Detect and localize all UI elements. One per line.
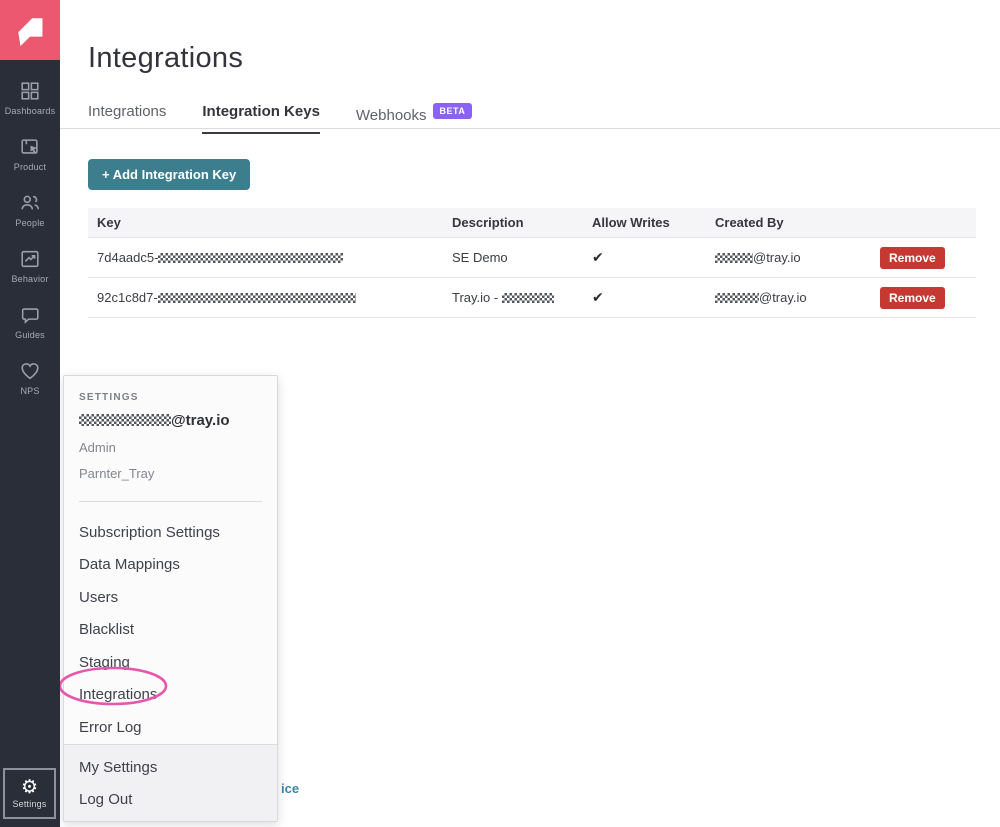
redacted-key <box>157 293 356 303</box>
tab-webhooks-label: Webhooks <box>355 107 427 124</box>
sidebar: Dashboards Product People <box>0 0 60 827</box>
account-role: Admin <box>79 440 116 455</box>
created-by-cell: @tray.io <box>715 290 880 305</box>
sidebar-item-nps[interactable]: NPS <box>0 350 60 406</box>
subscription-name: Parnter_Tray <box>79 466 155 481</box>
menu-item-log-out[interactable]: Log Out <box>79 791 133 809</box>
allow-writes-cell: ✔ <box>592 250 715 266</box>
settings-menu-list: Subscription Settings Data Mappings User… <box>64 516 277 744</box>
menu-item-integrations[interactable]: Integrations <box>79 686 158 704</box>
column-header-key: Key <box>97 215 121 230</box>
action-cell: Remove <box>880 286 976 309</box>
check-icon: ✔ <box>592 249 604 266</box>
redacted-email <box>715 293 759 303</box>
column-header-allow-writes: Allow Writes <box>592 215 670 230</box>
key-prefix: 92c1c8d7- <box>97 290 158 305</box>
integration-keys-table: Key Description Allow Writes Created By … <box>88 208 976 318</box>
popup-footer: My Settings Log Out <box>64 744 277 821</box>
sidebar-item-label: Guides <box>15 330 45 340</box>
email-suffix: @tray.io <box>171 412 230 429</box>
table-row: 7d4aadc5- SE Demo ✔ @tray.io Remove <box>88 238 976 278</box>
check-icon: ✔ <box>592 289 604 306</box>
sidebar-item-people[interactable]: People <box>0 182 60 238</box>
menu-item-users[interactable]: Users <box>79 588 119 606</box>
popup-heading: SETTINGS <box>79 392 139 403</box>
key-cell: 92c1c8d7- <box>88 290 452 305</box>
table-row: 92c1c8d7- Tray.io - ✔ @tray.io Remove <box>88 278 976 318</box>
tab-integrations[interactable]: Integrations <box>88 103 167 120</box>
remove-button[interactable]: Remove <box>880 246 945 269</box>
description-cell: Tray.io - <box>452 290 592 305</box>
pendo-flag-icon <box>18 18 43 47</box>
sidebar-item-label: Behavior <box>11 274 49 284</box>
grid-icon <box>21 82 39 100</box>
popup-divider <box>79 501 262 502</box>
beta-badge: BETA <box>432 103 473 119</box>
partial-background-link[interactable]: ice <box>281 781 300 796</box>
menu-item-data-mappings[interactable]: Data Mappings <box>79 556 180 574</box>
sidebar-item-label: Product <box>13 162 47 172</box>
people-icon <box>21 195 39 210</box>
description-prefix: Tray.io - <box>452 290 502 305</box>
tab-webhooks[interactable]: Webhooks BETA <box>355 103 473 134</box>
sidebar-item-label: NPS <box>20 386 40 396</box>
sidebar-item-behavior[interactable]: Behavior <box>0 238 60 294</box>
table-header-row: Key Description Allow Writes Created By <box>88 208 976 238</box>
sidebar-item-label: People <box>15 218 45 228</box>
menu-item-my-settings[interactable]: My Settings <box>79 758 158 776</box>
sidebar-item-dashboards[interactable]: Dashboards <box>0 70 60 126</box>
allow-writes-cell: ✔ <box>592 290 715 306</box>
sidebar-item-product[interactable]: Product <box>0 126 60 182</box>
menu-item-error-log[interactable]: Error Log <box>79 718 142 736</box>
sidebar-nav: Dashboards Product People <box>0 60 60 406</box>
account-email: @tray.io <box>79 412 262 429</box>
created-by-cell: @tray.io <box>715 250 880 265</box>
sidebar-item-label: Dashboards <box>4 106 56 116</box>
redacted-email <box>715 253 753 263</box>
menu-item-blacklist[interactable]: Blacklist <box>79 621 135 639</box>
sidebar-item-guides[interactable]: Guides <box>0 294 60 350</box>
remove-button[interactable]: Remove <box>880 286 945 309</box>
column-header-created-by: Created By <box>715 215 784 230</box>
redacted-key <box>158 253 344 263</box>
chat-bubble-icon <box>21 308 39 324</box>
redacted-email <box>79 414 171 426</box>
key-cell: 7d4aadc5- <box>88 250 452 265</box>
sidebar-item-settings[interactable]: ⚙ Settings <box>3 768 56 819</box>
tab-bar: Integrations Integration Keys Webhooks BE… <box>88 103 473 134</box>
heart-icon <box>21 363 39 380</box>
page-title: Integrations <box>88 42 244 74</box>
email-suffix: @tray.io <box>753 250 801 265</box>
settings-popup: SETTINGS @tray.io Admin Parnter_Tray Sub… <box>58 375 278 822</box>
menu-item-staging[interactable]: Staging <box>79 653 130 671</box>
add-integration-key-button[interactable]: + Add Integration Key <box>88 159 251 190</box>
redacted-description <box>501 293 554 303</box>
behavior-chart-icon <box>21 250 39 268</box>
menu-item-subscription-settings[interactable]: Subscription Settings <box>79 523 220 541</box>
email-suffix: @tray.io <box>759 290 807 305</box>
action-cell: Remove <box>880 246 976 269</box>
description-cell: SE Demo <box>452 250 508 265</box>
key-prefix: 7d4aadc5- <box>97 250 159 265</box>
app-logo[interactable] <box>0 0 60 60</box>
sidebar-item-label: Settings <box>12 799 47 809</box>
gear-icon: ⚙ <box>20 776 39 798</box>
product-window-icon <box>21 139 38 154</box>
tabs-divider <box>60 128 1000 129</box>
column-header-description: Description <box>452 215 524 230</box>
popup-header: SETTINGS @tray.io Admin Parnter_Tray <box>64 376 277 481</box>
tab-integration-keys[interactable]: Integration Keys <box>202 103 320 134</box>
